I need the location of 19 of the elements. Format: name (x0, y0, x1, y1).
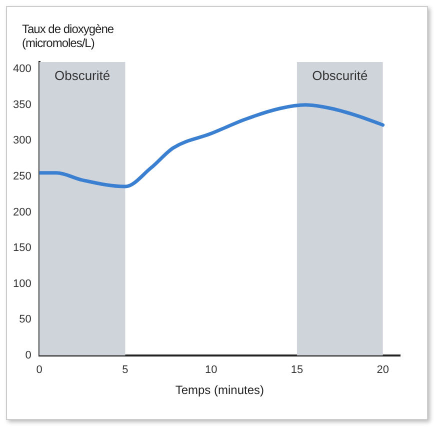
x-tick-label: 10 (204, 364, 218, 376)
x-tick-label: 0 (36, 364, 42, 376)
y-tick-label: 100 (12, 278, 32, 290)
y-tick-label: 400 (12, 63, 32, 76)
y-tick-label: 350 (12, 98, 32, 111)
x-tick-label: 5 (122, 364, 128, 376)
x-tick-label: 15 (290, 364, 304, 376)
band-label: Obscurité (54, 68, 110, 84)
y-tick-label: 50 (19, 314, 32, 326)
y-tick-label: 300 (12, 134, 32, 147)
y-tick-label: 250 (12, 170, 32, 183)
x-axis-title: Temps (minutes) (175, 383, 264, 398)
x-tick-label: 20 (376, 364, 389, 376)
y-axis-title: Taux de dioxygène (micromoles/L) (22, 22, 115, 50)
y-tick-label: 0 (25, 349, 32, 362)
band-label: Obscurité (312, 68, 368, 84)
y-tick-label: 200 (12, 206, 32, 218)
line-series (39, 103, 385, 188)
y-tick-label: 150 (12, 242, 32, 254)
